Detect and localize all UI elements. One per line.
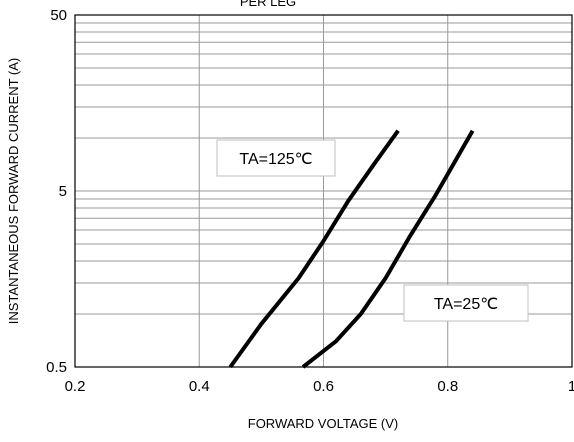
series-line-0 — [228, 129, 400, 369]
plot-frame — [74, 14, 573, 368]
series-line-1 — [301, 129, 475, 369]
y-tick-label: 0.5 — [46, 359, 67, 376]
x-tick-label: 0.6 — [313, 378, 334, 395]
annotation-box — [216, 139, 336, 177]
x-tick-label: 0.4 — [189, 378, 210, 395]
x-tick-label: 1 — [568, 378, 574, 395]
x-tick-label: 0.2 — [65, 378, 86, 395]
chart-title: PER LEG — [240, 0, 296, 9]
y-tick-label: 5 — [59, 183, 67, 200]
x-tick-label: 0.8 — [437, 378, 458, 395]
y-tick-label: 50 — [50, 7, 67, 24]
y-axis-title: INSTANTANEOUS FORWARD CURRENT (A) — [6, 58, 21, 325]
annotation-label: TA=25℃ — [434, 296, 498, 313]
annotation-layer: TA=125℃ TA=25℃ — [216, 139, 529, 322]
tick-layer: 0.2 0.4 0.6 0.8 1 0.5 5 50 — [46, 7, 574, 395]
annotation-box — [403, 284, 529, 322]
annotation-label: TA=125℃ — [239, 151, 312, 168]
series-layer — [228, 129, 475, 369]
x-axis-title: FORWARD VOLTAGE (V) — [248, 416, 398, 431]
